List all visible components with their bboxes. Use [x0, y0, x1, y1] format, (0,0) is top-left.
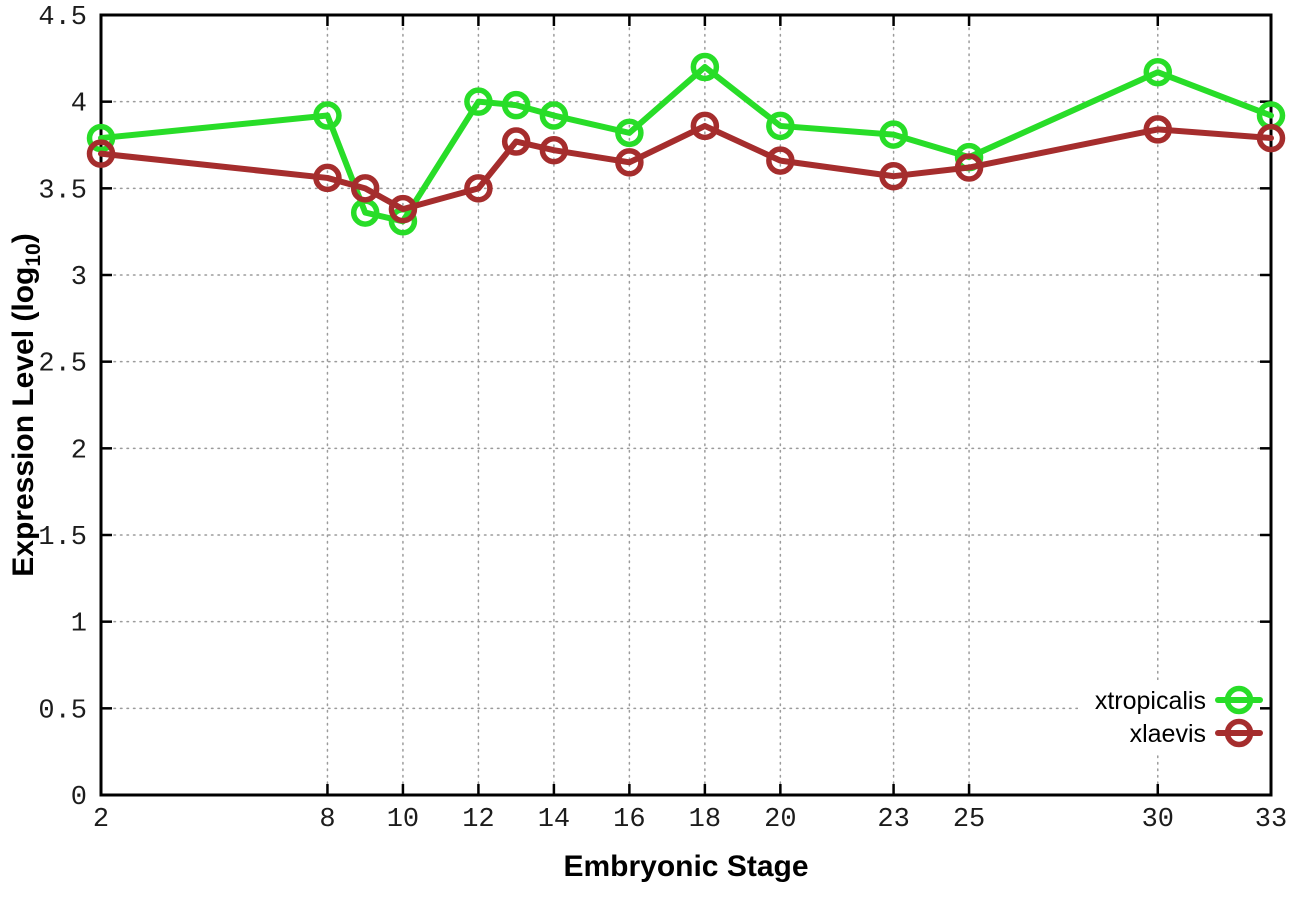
legend: xtropicalis xlaevis — [1095, 685, 1263, 748]
data-point-xlaevis — [879, 161, 908, 191]
legend-marker-xtropicalis — [1224, 685, 1254, 715]
y-tick-label: 0.5 — [38, 696, 87, 726]
data-point-xlaevis — [464, 174, 493, 203]
data-point-xlaevis — [954, 153, 984, 182]
legend-marker-xlaevis — [1224, 718, 1254, 748]
y-tick-label: 1 — [71, 610, 87, 640]
y-tick-label: 0 — [71, 783, 87, 813]
series-line-xlaevis — [98, 122, 1274, 213]
x-tick-label: 12 — [462, 805, 494, 835]
data-point-xlaevis — [313, 163, 342, 193]
y-tick-label: 1.5 — [38, 523, 87, 553]
x-tick-label: 2 — [93, 805, 109, 835]
series-xtropicalis — [86, 52, 1286, 236]
x-tick-label: 30 — [1142, 805, 1174, 835]
x-tick-label: 33 — [1255, 805, 1287, 835]
legend-label-xlaevis: xlaevis — [1130, 720, 1206, 748]
data-point-xlaevis — [539, 135, 569, 165]
data-point-xlaevis — [1143, 115, 1173, 144]
legend-row-xlaevis: xlaevis — [1130, 718, 1263, 748]
legend-label-xtropicalis: xtropicalis — [1095, 687, 1206, 715]
y-axis-title-subscript: 10 — [22, 243, 45, 266]
x-axis-title: Embryonic Stage — [563, 850, 808, 883]
data-point-xtropicalis — [86, 123, 116, 153]
data-point-xtropicalis — [879, 120, 908, 149]
series-layer — [86, 52, 1286, 236]
data-point-xtropicalis — [501, 90, 531, 120]
data-point-xlaevis — [690, 111, 720, 141]
x-tick-label: 23 — [877, 805, 909, 835]
data-point-xlaevis — [615, 148, 644, 177]
data-point-xlaevis — [350, 174, 380, 203]
data-point-xlaevis — [86, 139, 116, 168]
y-tick-label: 4.5 — [38, 3, 87, 33]
data-point-xtropicalis — [539, 101, 569, 130]
y-axis-title-close: ) — [7, 233, 40, 243]
data-point-xlaevis — [766, 146, 795, 175]
data-point-xtropicalis — [313, 101, 342, 130]
x-tick-label: 14 — [538, 805, 570, 835]
x-tick-label: 10 — [387, 805, 419, 835]
legend-row-xtropicalis: xtropicalis — [1095, 685, 1263, 715]
data-point-xlaevis — [501, 127, 531, 156]
y-axis-title-main: Expression Level (log — [7, 267, 40, 577]
data-point-xtropicalis — [1143, 57, 1173, 87]
x-tick-label: 16 — [613, 805, 645, 835]
y-tick-label: 4 — [71, 90, 87, 120]
y-tick-label: 3.5 — [38, 176, 87, 206]
y-tick-label: 2.5 — [38, 350, 87, 380]
y-tick-label: 2 — [71, 436, 87, 466]
data-point-xlaevis — [1256, 123, 1286, 153]
data-point-xtropicalis — [464, 87, 493, 116]
data-point-xlaevis — [388, 194, 418, 224]
grid-layer — [100, 14, 1272, 796]
y-axis-title: Expression Level (log10) — [7, 233, 45, 576]
series-xlaevis — [86, 111, 1286, 224]
x-tick-label: 25 — [953, 805, 985, 835]
x-tick-label: 18 — [689, 805, 721, 835]
axes-layer: Embryonic Stage Expression Level (log10)… — [7, 3, 1287, 883]
data-point-xtropicalis — [615, 118, 644, 148]
data-point-xtropicalis — [766, 111, 795, 141]
data-point-xtropicalis — [690, 52, 720, 82]
x-tick-label: 8 — [319, 805, 335, 835]
y-tick-label: 3 — [71, 263, 87, 293]
plot-border — [99, 13, 1273, 797]
x-tick-label: 20 — [764, 805, 796, 835]
